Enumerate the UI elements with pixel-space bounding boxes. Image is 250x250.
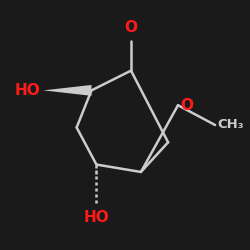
Text: HO: HO	[84, 210, 109, 225]
Text: HO: HO	[15, 83, 41, 98]
Polygon shape	[43, 85, 92, 96]
Text: CH₃: CH₃	[218, 118, 244, 132]
Text: O: O	[180, 98, 194, 113]
Text: O: O	[124, 20, 138, 35]
